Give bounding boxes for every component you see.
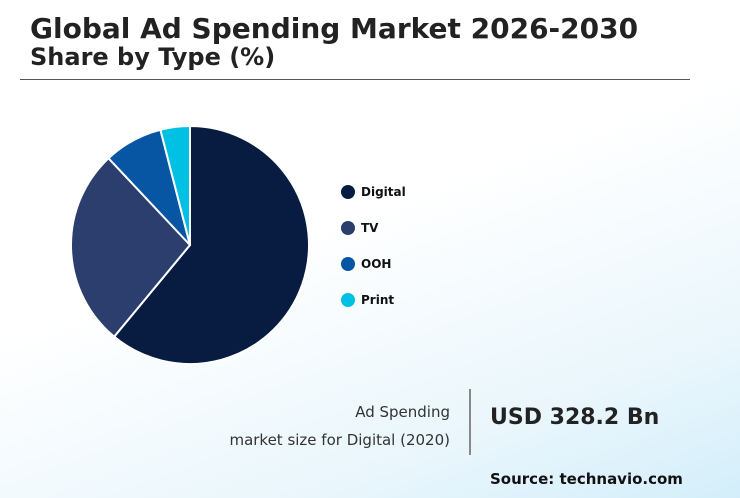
stat-label-line2: market size for Digital (2020) [229, 431, 450, 449]
legend-swatch [341, 185, 355, 199]
pie-slice-tv [70, 156, 192, 339]
chart-title: Global Ad Spending Market 2026-2030 [30, 12, 639, 45]
legend-label: OOH [361, 257, 392, 271]
stat-value: USD 328.2 Bn [490, 405, 660, 430]
stat-label: Ad Spending market size for Digital (202… [229, 398, 450, 454]
legend-swatch [341, 257, 355, 271]
stat-divider [469, 389, 471, 455]
pie-slice-print [159, 124, 191, 246]
legend-item-print: Print [341, 282, 406, 318]
legend-label: TV [361, 221, 379, 235]
source-credit: Source: technavio.com [490, 470, 683, 488]
pie-slice-digital [112, 124, 310, 365]
stat-label-line1: Ad Spending [355, 403, 450, 421]
legend-label: Print [361, 293, 395, 307]
legend: Digital TV OOH Print [341, 174, 406, 318]
legend-item-tv: TV [341, 210, 406, 246]
legend-swatch [341, 221, 355, 235]
title-divider [20, 79, 690, 80]
legend-item-ooh: OOH [341, 246, 406, 282]
legend-item-digital: Digital [341, 174, 406, 210]
legend-swatch [341, 293, 355, 307]
chart-subtitle: Share by Type (%) [30, 43, 276, 71]
legend-label: Digital [361, 185, 406, 199]
